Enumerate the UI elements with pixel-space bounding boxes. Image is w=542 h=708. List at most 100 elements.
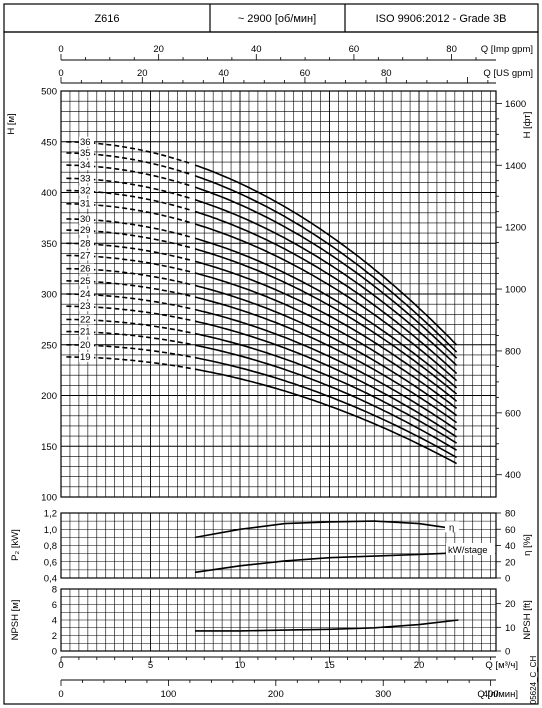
head-curve-stage-23 <box>195 320 458 438</box>
head-curve-stage-34 <box>195 186 458 359</box>
stage-label-bg <box>79 173 94 184</box>
stage-label-23: 23 <box>80 301 91 312</box>
bottom2-tick-label: 100 <box>160 689 176 700</box>
head-curve-stage-28 <box>195 260 458 402</box>
head-right-tick-label: 800 <box>505 346 521 357</box>
top-axis-tick-label: 40 <box>251 44 262 55</box>
head-curve-stage-27 <box>195 272 458 409</box>
stage-label-28: 28 <box>80 238 91 249</box>
npsh-ytick-label: 8 <box>52 585 57 596</box>
stage-label-bg <box>79 314 94 325</box>
head-ytick-label: 450 <box>41 137 57 148</box>
stage-label-36: 36 <box>80 137 91 148</box>
efficiency-label: η <box>449 522 454 533</box>
eta-right-tick-label: 0 <box>505 574 510 585</box>
head-ytick-label: 400 <box>41 188 57 199</box>
stage-label-30: 30 <box>80 214 91 225</box>
npsh-right-tick-label: 0 <box>505 647 510 658</box>
bottom2-tick-label: 200 <box>268 689 284 700</box>
head-right-tick-label: 1400 <box>505 161 526 172</box>
npsh-ytick-label: 4 <box>52 616 57 627</box>
head-curve-stage-35 <box>195 175 458 353</box>
head-ytick-label: 100 <box>41 493 57 504</box>
head-curve-stage-21 <box>195 344 458 451</box>
head-right-tick-label: 400 <box>505 470 521 481</box>
drawing-id: 05624_C_CH <box>529 656 538 705</box>
eta-right-tick-label: 60 <box>505 525 516 536</box>
head-curve-stage-33 <box>195 199 458 366</box>
labels-layer: 0 20 40 60 80 Q [Imp gpm]0 20 40 60 80 Q [US gpm]1… <box>6 44 538 704</box>
head-right-tick-label: 1000 <box>505 285 526 296</box>
power-ytick-label: 0,4 <box>44 574 57 585</box>
head-curve-stage-26 <box>195 284 458 417</box>
bottom-axis2-label: Q [л/мин] <box>477 689 518 700</box>
power-ytick-label: 1,2 <box>44 509 57 520</box>
stage-label-bg <box>79 160 94 171</box>
bottom2-tick-label: 0 <box>58 689 63 700</box>
bottom2-tick-label: 400 <box>483 689 499 700</box>
head-curve-stage-24 <box>195 308 458 431</box>
npsh-curve <box>195 619 459 632</box>
eta-label-bg <box>445 521 459 533</box>
head-right-label: H [фт] <box>522 112 533 139</box>
power-label: kW/stage <box>448 545 488 556</box>
bottom-tick-label: 5 <box>148 660 153 671</box>
stage-label-19: 19 <box>80 352 91 363</box>
eta-right-tick-label: 20 <box>505 557 516 568</box>
power-ylabel: P₂ [kW] <box>10 529 21 561</box>
eta-right-tick-label: 80 <box>505 509 516 520</box>
head-ylabel: H [м] <box>6 113 17 134</box>
stage-label-31: 31 <box>80 199 91 210</box>
stage-label-22: 22 <box>80 314 91 325</box>
panel-frames <box>60 54 502 686</box>
model-label: Z616 <box>94 13 119 25</box>
top-axis-tick-label: 60 <box>300 68 311 79</box>
stage-label-26: 26 <box>80 264 91 275</box>
stage-label-bg <box>79 213 94 224</box>
head-right-tick-label: 1600 <box>505 99 526 110</box>
top-axis-tick-label: 80 <box>381 68 392 79</box>
power-label-bg <box>446 543 495 555</box>
stage-label-bg <box>79 198 94 209</box>
head-ytick-label: 150 <box>41 442 57 453</box>
stage-label-bg <box>79 225 94 236</box>
head-ytick-label: 500 <box>41 87 57 98</box>
head-curve-stage-31 <box>195 223 458 382</box>
head-curve-stage-20 <box>195 356 457 459</box>
head-curve-stage-36 <box>195 164 458 346</box>
standard-label: ISO 9906:2012 - Grade 3B <box>376 13 507 25</box>
top-axis-tick-label: 20 <box>153 44 164 55</box>
stage-label-bg <box>79 147 94 158</box>
stage-label-32: 32 <box>80 185 91 196</box>
stage-label-35: 35 <box>80 148 91 159</box>
head-ytick-label: 250 <box>41 340 57 351</box>
top-axis-label: Q [US gpm] <box>483 68 533 79</box>
stage-label-bg <box>79 136 94 147</box>
head-right-tick-label: 1200 <box>505 223 526 234</box>
bottom2-tick-label: 300 <box>375 689 391 700</box>
top-axis-tick-label: 40 <box>218 68 229 79</box>
head-curve-stage-32 <box>195 210 458 375</box>
head-right-tick-label: 600 <box>505 408 521 419</box>
stage-label-bg <box>79 185 94 196</box>
npsh-ytick-label: 0 <box>52 647 57 658</box>
top-axis-tick-label: 0 <box>58 44 63 55</box>
npsh-right-tick-label: 20 <box>505 599 516 610</box>
stage-label-bg <box>79 275 94 286</box>
stage-label-34: 34 <box>80 160 91 171</box>
top-axis-tick-label: 80 <box>446 44 457 55</box>
stage-label-bg <box>79 289 94 299</box>
bottom-axis-label: Q [м³/ч] <box>485 660 518 671</box>
head-curve-stage-19 <box>195 368 457 465</box>
outer-frame <box>3 31 539 705</box>
power-ytick-label: 0,8 <box>44 541 57 552</box>
stage-label-24: 24 <box>80 289 91 300</box>
bottom-tick-label: 10 <box>235 660 246 671</box>
eta-right-label: η [%] <box>522 534 533 556</box>
top-axis-tick-label: 0 <box>58 68 63 79</box>
head-panel-frame <box>60 90 497 498</box>
head-curve-stage-30 <box>195 237 458 389</box>
stage-label-21: 21 <box>80 327 91 338</box>
head-curve-stage-22 <box>195 332 458 444</box>
